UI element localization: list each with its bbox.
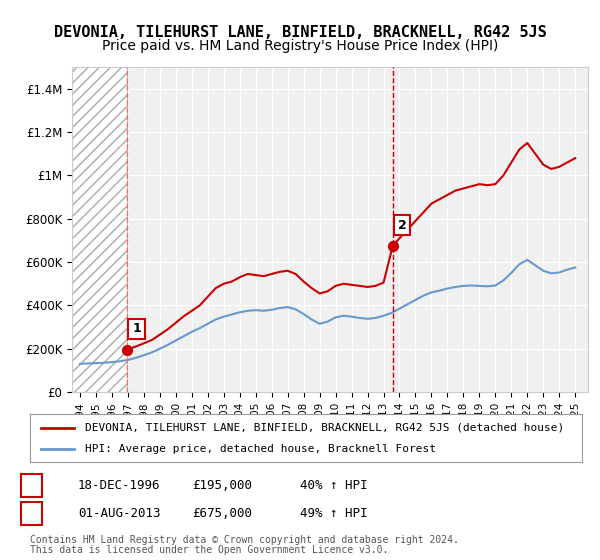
Bar: [72, 67, 127, 392]
Text: This data is licensed under the Open Government Licence v3.0.: This data is licensed under the Open Gov…: [30, 545, 388, 556]
Text: DEVONIA, TILEHURST LANE, BINFIELD, BRACKNELL, RG42 5JS: DEVONIA, TILEHURST LANE, BINFIELD, BRACK…: [53, 25, 547, 40]
Text: 2: 2: [398, 218, 406, 231]
Text: 18-DEC-1996: 18-DEC-1996: [78, 479, 161, 492]
Text: 40% ↑ HPI: 40% ↑ HPI: [300, 479, 367, 492]
Point: [388, 241, 398, 250]
Text: 1: 1: [28, 479, 35, 492]
Text: £675,000: £675,000: [192, 507, 252, 520]
Text: Contains HM Land Registry data © Crown copyright and database right 2024.: Contains HM Land Registry data © Crown c…: [30, 535, 459, 545]
Point: [122, 346, 132, 354]
Text: Price paid vs. HM Land Registry's House Price Index (HPI): Price paid vs. HM Land Registry's House …: [102, 39, 498, 53]
Text: 01-AUG-2013: 01-AUG-2013: [78, 507, 161, 520]
Text: 49% ↑ HPI: 49% ↑ HPI: [300, 507, 367, 520]
Text: 2: 2: [28, 507, 35, 520]
Text: £195,000: £195,000: [192, 479, 252, 492]
Text: DEVONIA, TILEHURST LANE, BINFIELD, BRACKNELL, RG42 5JS (detached house): DEVONIA, TILEHURST LANE, BINFIELD, BRACK…: [85, 423, 565, 433]
Text: HPI: Average price, detached house, Bracknell Forest: HPI: Average price, detached house, Brac…: [85, 444, 436, 454]
Text: 1: 1: [132, 323, 141, 335]
